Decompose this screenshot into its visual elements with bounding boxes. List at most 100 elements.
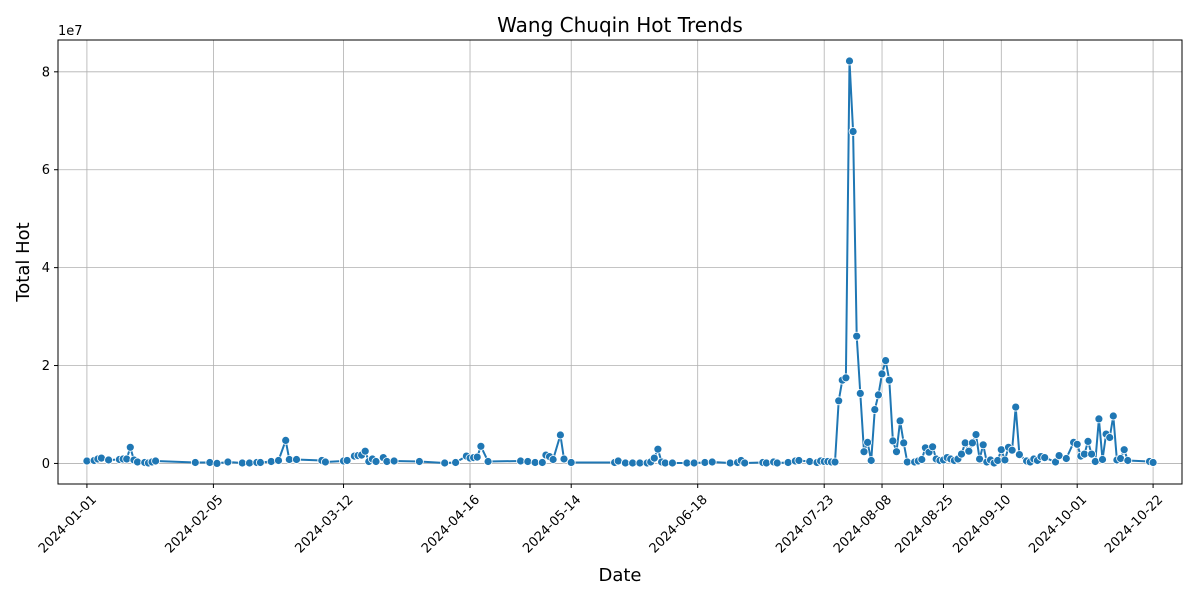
data-point [266,457,276,466]
data-point [559,454,569,464]
data-point [245,458,254,468]
grid [58,40,1182,484]
data-point [1108,411,1118,421]
data-point [725,458,735,468]
y-axis-offset-label: 1e7 [58,24,83,39]
data-point [1087,449,1096,459]
data-point [964,446,974,456]
data-point [971,430,981,440]
data-point [1061,454,1071,463]
data-point [151,456,161,466]
data-point [122,454,132,464]
data-point [360,446,370,456]
data-point [993,456,1003,465]
data-point [628,458,637,468]
data-point [97,453,106,463]
data-point [382,457,392,466]
y-tick-label: 6 [42,163,50,178]
data-point [255,458,265,467]
data-point [523,457,533,466]
data-point [1072,439,1082,449]
data-point [476,441,486,451]
data-point [968,438,977,448]
data-point [133,457,142,467]
data-point [899,438,909,448]
data-point [794,456,804,465]
data-point [1123,456,1133,465]
data-point [1098,455,1107,464]
data-point [1119,445,1129,455]
data-point [82,456,92,466]
y-axis-title: Total Hot [13,222,34,302]
data-point [892,447,901,457]
data-point [190,458,200,467]
data-point [888,436,898,446]
data-point [613,456,623,466]
data-point [284,455,294,464]
data-point [472,452,482,462]
data-point [320,457,330,467]
data-point [877,369,887,379]
data-point [975,454,984,464]
data-point [1015,450,1024,460]
data-point [740,458,750,468]
y-axis: 0 2 4 6 8 [42,65,58,472]
x-axis-title: Date [598,565,641,586]
data-point [848,127,858,136]
data-point [342,456,352,465]
data-point [834,396,844,406]
data-point [707,457,717,467]
series-layer [82,56,1158,468]
data-point [884,375,894,385]
data-point [125,442,135,452]
data-point [805,457,815,466]
data-point [870,405,880,415]
data-point [223,457,233,467]
data-point [700,458,710,467]
data-point [660,458,670,468]
data-point [212,458,222,468]
data-point [566,458,576,467]
data-point [978,440,988,450]
data-point [960,438,970,448]
data-point [1000,455,1010,465]
data-point [371,457,381,466]
plot-frame [57,39,1183,485]
data-point [772,458,782,468]
data-point [1011,402,1021,412]
y-tick-label: 4 [42,261,50,276]
data-point [1094,414,1104,424]
data-point [1054,451,1064,461]
data-point [292,455,301,464]
data-point [1007,445,1017,455]
data-point [414,457,424,466]
data-point [548,455,558,464]
data-point [830,457,840,467]
data-point [874,390,883,400]
data-point [863,437,872,447]
data-point [928,442,937,452]
data-point [1116,454,1125,463]
data-point [205,458,215,467]
data-point [649,453,659,463]
data-point [281,435,291,445]
data-point [1105,433,1115,442]
data-point [689,458,699,468]
data-point [1083,436,1093,446]
data-point [104,455,113,465]
data-point [1090,457,1100,466]
data-point [274,456,283,465]
data-point [537,458,547,467]
chart-title: Wang Chuqin Hot Trends [497,13,743,37]
data-point [852,331,862,341]
data-point [516,456,525,466]
y-tick-label: 8 [42,65,50,80]
data-point [483,457,493,466]
data-point [866,456,876,465]
data-point [859,447,869,457]
data-point [845,56,854,66]
data-point [841,373,851,383]
data-point [917,455,927,464]
